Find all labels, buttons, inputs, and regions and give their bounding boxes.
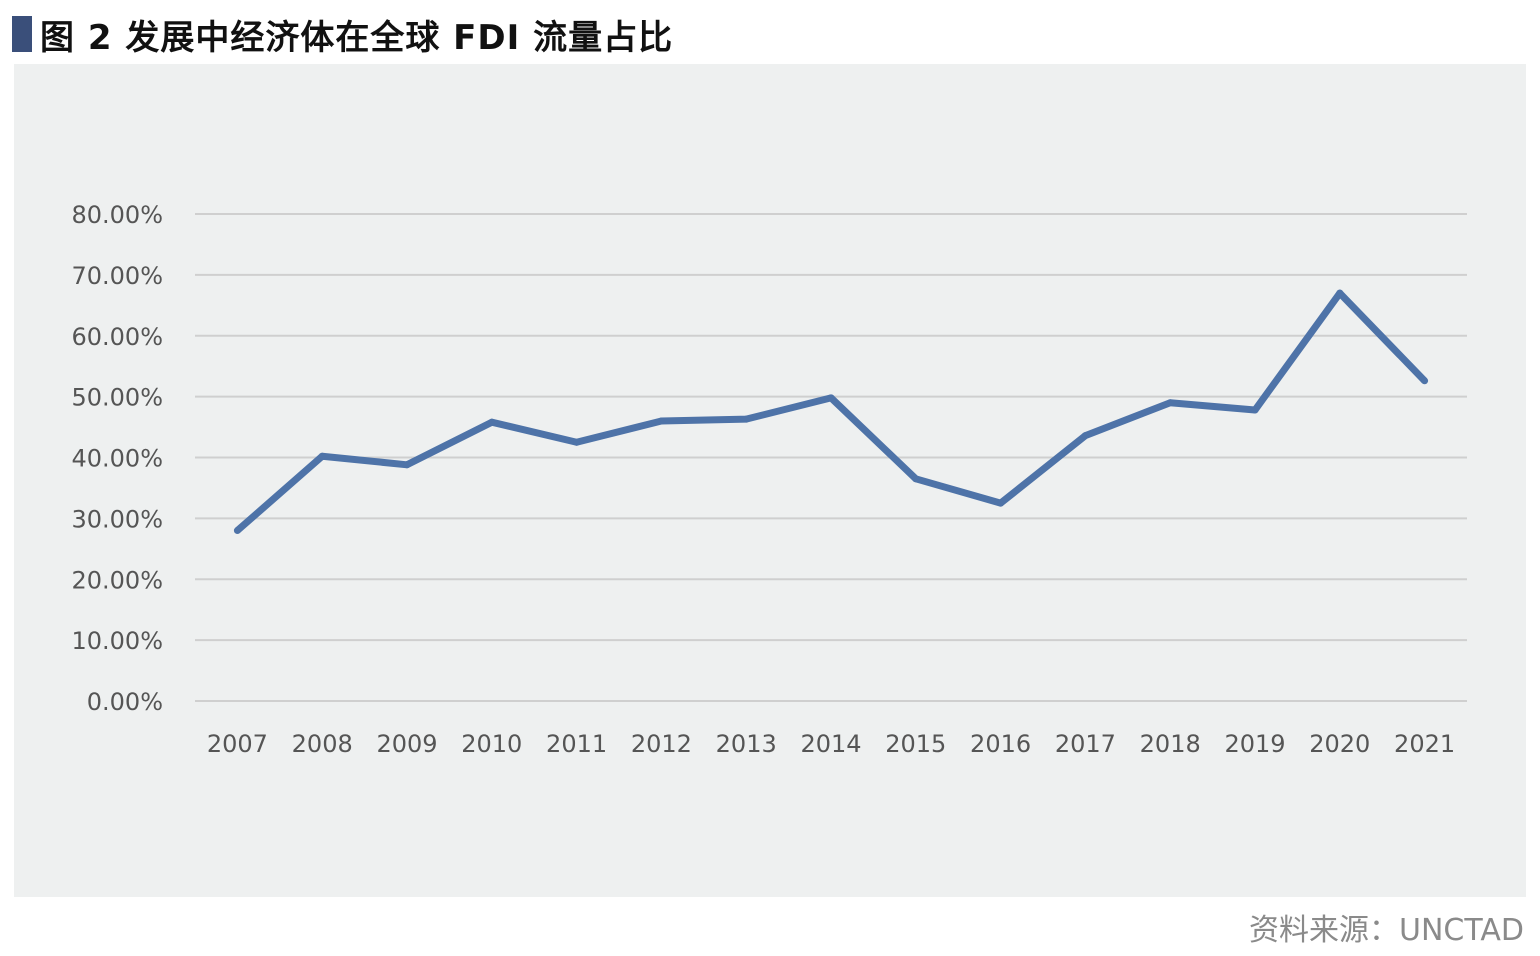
- chart-title-bar: 图 2 发展中经济体在全球 FDI 流量占比: [12, 12, 674, 58]
- x-tick-label: 2018: [1140, 730, 1201, 758]
- data-point: [827, 394, 835, 402]
- data-point: [318, 452, 326, 460]
- plot-area: [14, 64, 1526, 897]
- x-tick-label: 2015: [885, 730, 946, 758]
- data-point: [1081, 432, 1089, 440]
- y-tick-label: 30.00%: [71, 505, 163, 533]
- data-point: [742, 415, 750, 423]
- x-tick-label: 2013: [716, 730, 777, 758]
- x-tick-label: 2019: [1224, 730, 1285, 758]
- data-point: [403, 461, 411, 469]
- data-point: [573, 438, 581, 446]
- x-tick-label: 2007: [207, 730, 268, 758]
- y-tick-label: 50.00%: [71, 384, 163, 412]
- x-tick-label: 2010: [461, 730, 522, 758]
- data-point: [233, 527, 241, 535]
- data-point: [1251, 406, 1259, 414]
- x-tick-label: 2014: [800, 730, 861, 758]
- series-line: [235, 289, 1428, 534]
- x-tick-label: 2021: [1394, 730, 1455, 758]
- x-tick-label: 2009: [376, 730, 437, 758]
- y-tick-label: 70.00%: [71, 262, 163, 290]
- x-tick-label: 2020: [1309, 730, 1370, 758]
- title-marker: [12, 16, 32, 52]
- y-tick-label: 20.00%: [71, 566, 163, 594]
- y-tick-label: 60.00%: [71, 323, 163, 351]
- chart-title: 图 2 发展中经济体在全球 FDI 流量占比: [40, 17, 674, 58]
- y-tick-label: 10.00%: [71, 627, 163, 655]
- data-point: [997, 499, 1005, 507]
- y-tick-label: 0.00%: [87, 688, 163, 716]
- x-tick-label: 2011: [546, 730, 607, 758]
- y-tick-label: 40.00%: [71, 445, 163, 473]
- x-tick-label: 2012: [631, 730, 692, 758]
- x-tick-label: 2008: [292, 730, 353, 758]
- data-point: [657, 417, 665, 425]
- y-tick-label: 80.00%: [71, 201, 163, 229]
- data-point: [1336, 289, 1344, 297]
- data-point: [912, 475, 920, 483]
- x-tick-label: 2016: [970, 730, 1031, 758]
- x-tick-label: 2017: [1055, 730, 1116, 758]
- data-point: [488, 418, 496, 426]
- data-point: [1166, 399, 1174, 407]
- data-point: [1421, 377, 1429, 385]
- source-note: 资料来源：UNCTAD: [1249, 913, 1524, 948]
